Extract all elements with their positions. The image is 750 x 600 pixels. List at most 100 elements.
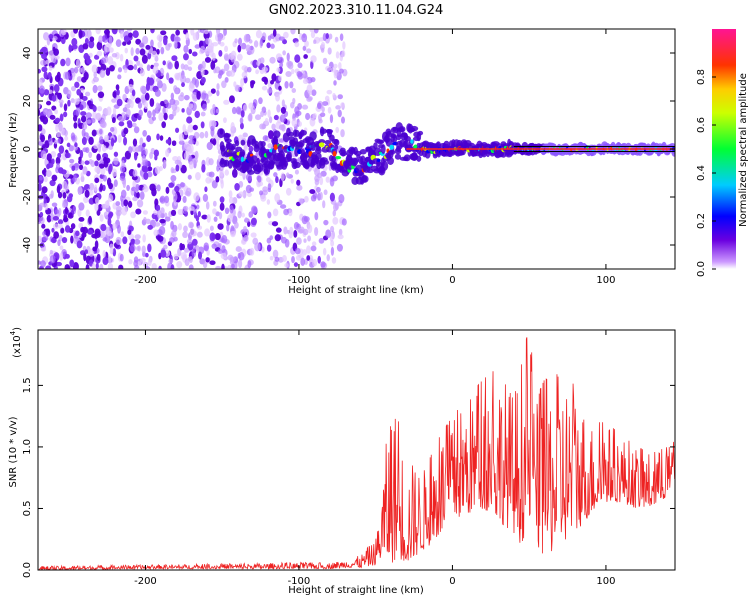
spectrogram-noise-mark: [232, 196, 238, 205]
spectrogram-noise-mark: [275, 227, 282, 233]
spectrogram-noise-mark: [175, 72, 182, 81]
spectrogram-noise-mark: [140, 257, 146, 263]
spectrogram-noise-mark: [224, 207, 230, 215]
x-tick-label: -200: [134, 275, 157, 286]
spectrogram-noise-mark: [91, 263, 96, 269]
spectrogram-noise-mark: [330, 246, 335, 256]
spectrogram-noise-mark: [201, 92, 207, 101]
spectrogram-noise-mark: [181, 82, 185, 88]
spectrogram-noise-mark: [118, 264, 124, 269]
spectrogram-noise-mark: [235, 246, 242, 253]
spectrogram-noise-mark: [208, 171, 215, 178]
spectrogram-noise-mark: [127, 229, 132, 236]
spectrogram-noise-mark: [153, 149, 160, 157]
spectrogram-noise-mark: [128, 146, 133, 154]
spectrogram-noise-mark: [275, 176, 279, 184]
spectrogram-noise-mark: [39, 115, 46, 121]
spectrogram-noise-mark: [340, 102, 345, 109]
spectrogram-noise-mark: [54, 139, 58, 145]
spectrogram-noise-mark: [92, 84, 98, 94]
spectrogram-noise-mark: [188, 83, 195, 92]
spectrogram-noise-mark: [259, 123, 266, 130]
spectrogram-noise-mark: [340, 116, 345, 124]
spectrogram-noise-mark: [169, 237, 175, 243]
spectrogram-track-halo: [320, 128, 328, 134]
spectrogram-noise-mark: [98, 178, 104, 183]
spectrogram-noise-mark: [188, 161, 194, 170]
spectrogram-noise-mark: [117, 74, 122, 80]
spectrogram-noise-mark: [248, 211, 254, 218]
spectrogram-noise-mark: [272, 249, 279, 259]
spectrogram-noise-mark: [78, 186, 83, 195]
spectrogram-noise-mark: [339, 68, 344, 74]
spectrogram-noise-mark: [59, 252, 64, 261]
spectrogram-noise-mark: [96, 153, 101, 161]
spectrogram-noise-mark: [320, 41, 326, 48]
spectrogram-noise-mark: [212, 208, 217, 215]
spectrogram-noise-mark: [120, 30, 124, 39]
colorbar-tick-label: 0.0: [696, 261, 707, 277]
spectrogram-noise-mark: [223, 99, 230, 105]
spectrogram-noise-mark: [92, 76, 100, 83]
spectrogram-noise-mark: [49, 114, 56, 120]
spectrogram-noise-mark: [115, 236, 122, 245]
spectrogram-noise-mark: [200, 76, 206, 84]
spectrogram-track-halo: [247, 169, 255, 175]
spectrogram-noise-mark: [157, 41, 162, 49]
spectrogram-noise-mark: [188, 139, 195, 145]
y-tick-label: -40: [22, 237, 33, 253]
spectrogram-noise-mark: [290, 68, 295, 75]
spectrogram-noise-mark: [48, 65, 53, 71]
spectrogram-noise-mark: [311, 89, 317, 96]
spectrogram-noise-mark: [131, 89, 136, 97]
spectrogram-noise-mark: [334, 202, 339, 211]
snr-panel: -200 -100 0 100 0.0 0.5 1.0 1.5 Height of stra…: [8, 327, 676, 596]
spectrogram-noise-mark: [64, 71, 70, 80]
spectrogram-track-halo: [416, 155, 422, 162]
spectrogram-noise-mark: [213, 68, 217, 74]
spectrogram-noise-mark: [58, 145, 65, 154]
spectrogram-noise-mark: [51, 174, 58, 182]
spectrogram-noise-mark: [135, 97, 141, 104]
spectrogram-track-halo: [318, 139, 326, 144]
spectrogram-noise-mark: [82, 43, 89, 50]
spectrogram-noise-mark: [212, 41, 219, 47]
spectrogram-noise-mark: [50, 213, 54, 222]
spectrogram-noise-mark: [269, 56, 276, 64]
svg-text:(x104): (x104): [9, 327, 23, 358]
spectrogram-noise-mark: [156, 184, 161, 192]
spectrogram-noise-mark: [215, 139, 220, 146]
spectrogram-noise-mark: [45, 169, 52, 178]
spectrogram-noise-mark: [248, 112, 253, 122]
spectrogram-noise-mark: [211, 120, 217, 127]
spectrogram-noise-mark: [332, 175, 338, 182]
spectrogram-noise-mark: [165, 186, 170, 194]
spectrogram-track-halo: [250, 155, 258, 164]
spectrogram-noise-mark: [57, 92, 62, 100]
spectrogram-track-core: [240, 156, 245, 163]
spectrogram-noise-mark: [330, 225, 335, 233]
spectrogram-noise-mark: [306, 84, 313, 94]
spectrogram-noise-mark: [226, 224, 230, 232]
spectrogram-noise-mark: [40, 150, 47, 160]
spectrogram-noise-mark: [319, 176, 324, 186]
spectrogram-noise-mark: [180, 182, 186, 188]
spectrogram-noise-mark: [303, 238, 307, 243]
spectrogram-noise-mark: [137, 245, 141, 252]
spectrogram-noise-mark: [101, 145, 107, 152]
spectrogram-noise-mark: [266, 199, 271, 205]
y-tick-label: 1.5: [22, 377, 33, 393]
spectrogram-noise-mark: [57, 239, 61, 247]
spectrogram-noise-mark: [312, 259, 318, 267]
spectrogram-noise-mark: [41, 66, 48, 73]
spectrogram-track-halo: [386, 156, 394, 165]
spectrogram-noise-mark: [160, 100, 165, 107]
spectrogram-noise-mark: [280, 172, 285, 182]
spectrogram-noise-mark: [337, 109, 342, 118]
spectrogram-noise-mark: [147, 224, 153, 230]
spectrogram-noise-mark: [100, 63, 107, 71]
spectrogram-track-halo: [309, 131, 317, 141]
spectrogram-noise-mark: [208, 158, 214, 166]
spectrogram-noise-mark: [285, 187, 292, 196]
spectrogram-noise-mark: [221, 80, 227, 89]
